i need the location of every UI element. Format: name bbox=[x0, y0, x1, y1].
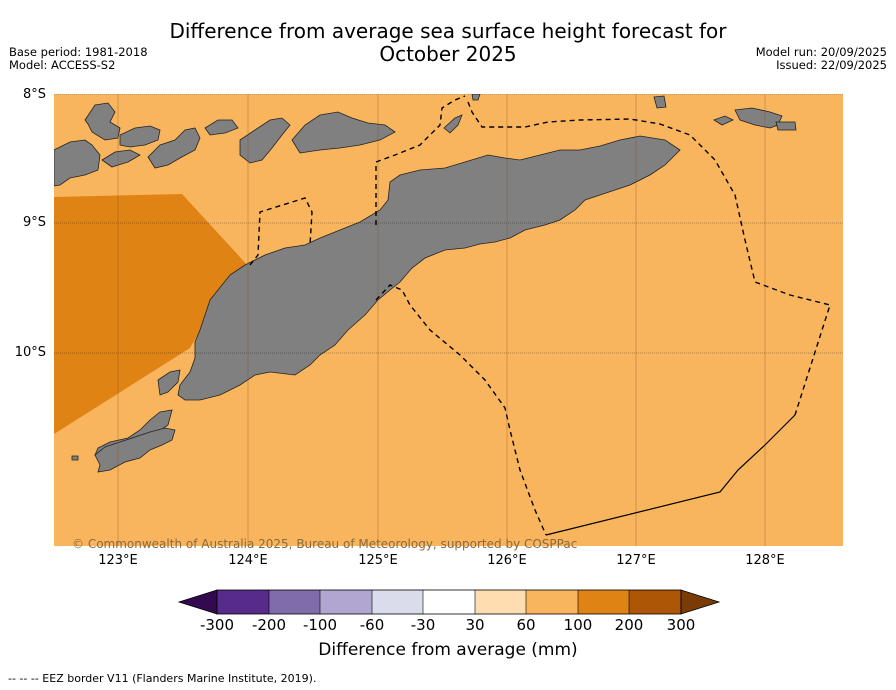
colorbar-tick-5: -30 bbox=[410, 616, 436, 634]
colorbar-tick-8: 100 bbox=[563, 616, 593, 634]
base-period: Base period: 1981-2018 bbox=[9, 45, 148, 59]
colorbar-tick-4: -60 bbox=[359, 616, 385, 634]
island-alor-1 bbox=[147, 127, 201, 169]
lon-label-127e: 127°E bbox=[616, 553, 656, 568]
meta-right: Model run: 20/09/2025 Issued: 22/09/2025 bbox=[756, 46, 887, 72]
model-run: Model run: 20/09/2025 bbox=[755, 45, 887, 59]
island-semau bbox=[157, 369, 181, 396]
copyright-notice: © Commonwealth of Australia 2025, Bureau… bbox=[72, 537, 578, 551]
colorbar-tick-9: 200 bbox=[614, 616, 644, 634]
island-wetar-west bbox=[239, 117, 291, 164]
lon-label-128e: 128°E bbox=[745, 553, 785, 568]
lon-label-126e: 126°E bbox=[487, 553, 527, 568]
island-far-north bbox=[471, 94, 481, 101]
lat-label-8s: 8°S bbox=[22, 87, 46, 102]
colorbar-tick-2: -200 bbox=[251, 616, 287, 634]
land-masses bbox=[54, 94, 797, 473]
eez-border-solid bbox=[545, 414, 796, 536]
island-nw-3 bbox=[101, 149, 141, 168]
lat-label-10s: 10°S bbox=[14, 345, 46, 360]
eez-border bbox=[249, 95, 831, 536]
lon-label-123e: 123°E bbox=[98, 553, 138, 568]
flores-island bbox=[54, 139, 101, 187]
colorbar-tick-3: -100 bbox=[302, 616, 338, 634]
island-small-north bbox=[443, 114, 463, 134]
colorbar-tick-6: 30 bbox=[465, 616, 485, 634]
meta-left: Base period: 1981-2018 Model: ACCESS-S2 bbox=[9, 46, 148, 72]
lon-label-125e: 125°E bbox=[358, 553, 398, 568]
colorbar-title: Difference from average (mm) bbox=[318, 640, 578, 660]
map-title-line2: October 2025 bbox=[379, 42, 517, 66]
longitude-gridlines bbox=[117, 94, 766, 546]
timor-island bbox=[177, 135, 681, 401]
eez-footnote: -- -- -- EEZ border V11 (Flanders Marine… bbox=[8, 672, 317, 685]
island-ne-1 bbox=[653, 95, 667, 109]
island-ndao bbox=[71, 455, 79, 461]
colorbar-tick-1: -300 bbox=[199, 616, 235, 634]
lon-label-124e: 124°E bbox=[228, 553, 268, 568]
colorbar-tick-7: 60 bbox=[516, 616, 536, 634]
map-title-line1: Difference from average sea surface heig… bbox=[169, 19, 727, 43]
anomaly-high-region bbox=[54, 194, 250, 434]
island-wetar bbox=[291, 111, 396, 154]
map-title: Difference from average sea surface heig… bbox=[0, 20, 896, 66]
island-ne-3 bbox=[775, 121, 797, 131]
island-alor-2 bbox=[204, 119, 239, 136]
island-nw-2 bbox=[119, 125, 161, 148]
model-name: Model: ACCESS-S2 bbox=[9, 58, 116, 72]
latitude-gridlines bbox=[54, 94, 843, 354]
island-rote-main bbox=[94, 427, 176, 473]
issued-date: Issued: 22/09/2025 bbox=[776, 58, 887, 72]
island-nw-1 bbox=[84, 102, 121, 141]
lat-label-9s: 9°S bbox=[22, 215, 46, 230]
colorbar-tick-10: 300 bbox=[666, 616, 696, 634]
island-ne-4 bbox=[713, 115, 734, 126]
